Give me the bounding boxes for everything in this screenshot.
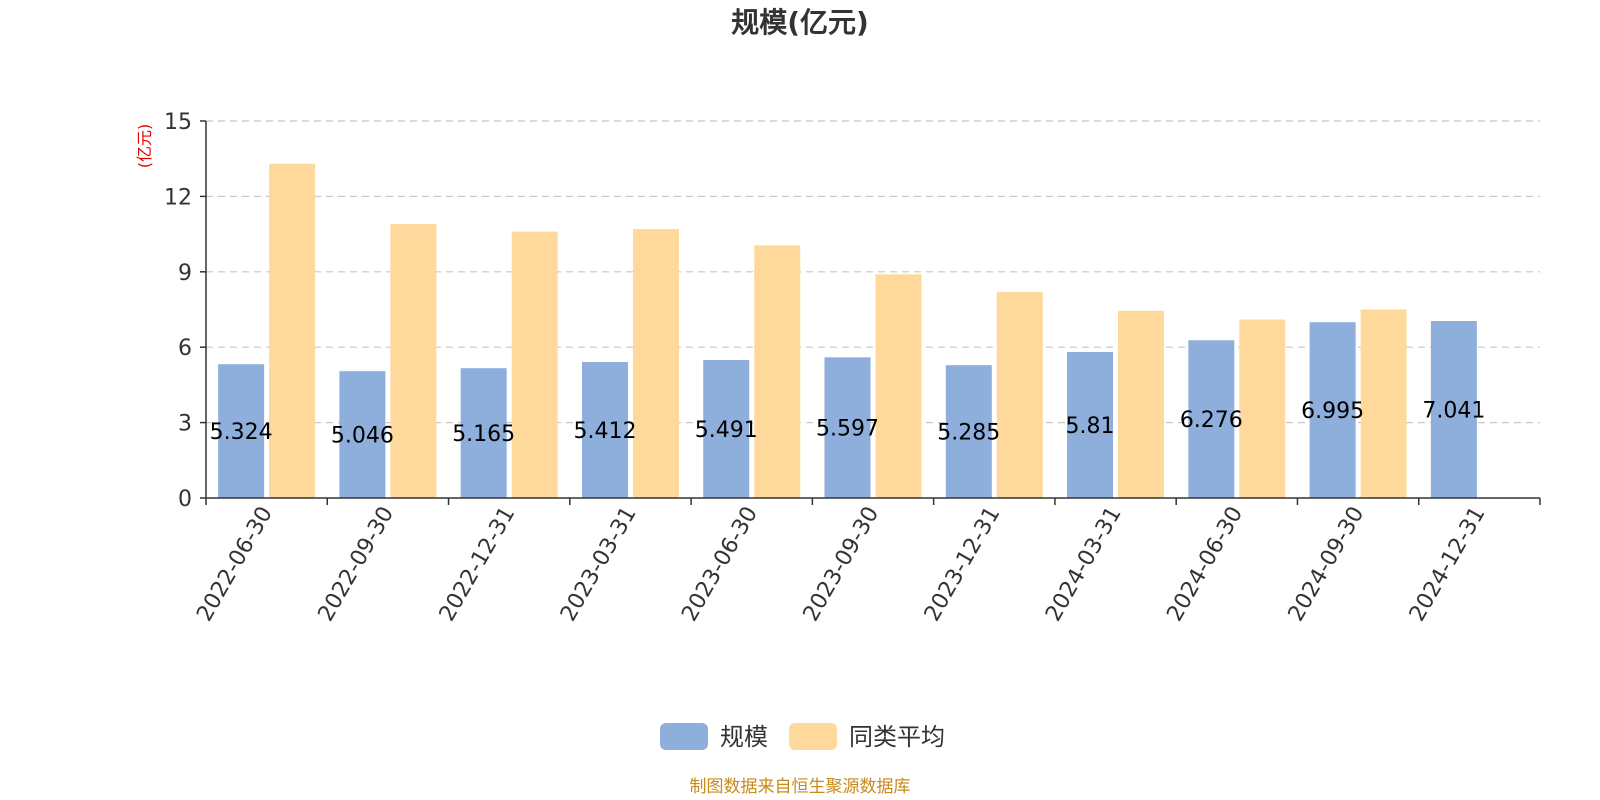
y-tick-label: 9 (178, 261, 192, 286)
bar-peer-average[interactable] (511, 231, 558, 498)
y-axis-unit-label: (亿元) (135, 124, 154, 169)
bar-peer-average[interactable] (996, 291, 1043, 498)
bar-peer-average[interactable] (1118, 310, 1165, 498)
legend-item[interactable]: 同类平均 (789, 723, 945, 751)
bars: 5.324 5.046 5.165 5.412 5.491 5.597 5.285 5.81 6… (210, 163, 1485, 499)
y-tick-label: 0 (178, 487, 192, 512)
data-label: 5.412 (573, 419, 636, 444)
x-axis: 2022-06-30 2022-09-30 2022-12-31 2023-03-31… (192, 497, 1541, 626)
legend-swatch (789, 723, 837, 750)
bar-scale[interactable] (218, 364, 265, 498)
data-source-note: 制图数据来自恒生聚源数据库 (690, 777, 911, 797)
bar-peer-average[interactable] (754, 245, 801, 498)
bar-scale[interactable] (824, 357, 871, 498)
x-tick-label: 2022-09-30 (314, 502, 400, 625)
bar-scale[interactable] (1067, 351, 1114, 498)
legend-label: 同类平均 (849, 723, 945, 751)
data-label: 5.165 (452, 422, 515, 447)
legend-item[interactable]: 规模 (660, 723, 768, 751)
y-tick-label: 3 (178, 412, 192, 437)
legend-swatch (660, 723, 708, 750)
x-tick-label: 2024-12-31 (1405, 503, 1491, 626)
data-label: 6.276 (1180, 408, 1243, 433)
bar-scale[interactable] (703, 359, 750, 498)
x-tick-label: 2022-06-30 (192, 503, 278, 626)
bar-peer-average[interactable] (1360, 309, 1407, 499)
bar-scale[interactable] (460, 368, 507, 498)
bar-peer-average[interactable] (390, 224, 437, 498)
data-label: 7.041 (1422, 399, 1485, 424)
x-tick-label: 2023-12-31 (920, 503, 1006, 626)
bar-peer-average[interactable] (632, 229, 679, 498)
data-label: 5.597 (816, 417, 879, 442)
bar-scale[interactable] (1309, 322, 1356, 498)
legend[interactable]: 规模 同类平均 (660, 723, 945, 751)
legend-label: 规模 (720, 723, 768, 751)
data-label: 5.046 (331, 424, 394, 449)
data-label: 6.995 (1301, 399, 1364, 424)
x-tick-label: 2024-09-30 (1284, 503, 1370, 626)
x-tick-label: 2023-06-30 (677, 503, 763, 626)
y-tick-label: 15 (164, 110, 192, 135)
bar-scale[interactable] (581, 361, 628, 498)
y-axis: 0 3 6 9 12 15 (164, 110, 207, 512)
x-tick-label: 2022-12-31 (435, 503, 521, 626)
chart-title: 规模(亿元) (731, 6, 869, 39)
bar-peer-average[interactable] (875, 274, 922, 498)
y-tick-label: 12 (164, 185, 192, 210)
x-tick-label: 2024-03-31 (1041, 503, 1127, 626)
bar-peer-average[interactable] (1239, 319, 1286, 498)
data-label: 5.324 (210, 420, 273, 445)
bar-scale[interactable] (1188, 340, 1235, 498)
data-label: 5.491 (695, 418, 758, 443)
x-tick-label: 2024-06-30 (1162, 503, 1248, 626)
x-tick-label: 2023-03-31 (556, 503, 642, 626)
x-tick-label: 2023-09-30 (799, 503, 885, 626)
bar-scale[interactable] (339, 371, 386, 498)
bar-scale[interactable] (945, 365, 992, 498)
data-label: 5.285 (937, 421, 1000, 446)
bar-peer-average[interactable] (269, 163, 316, 498)
y-tick-label: 6 (178, 336, 192, 361)
data-label: 5.81 (1066, 414, 1115, 439)
bar-scale[interactable] (1430, 321, 1477, 498)
